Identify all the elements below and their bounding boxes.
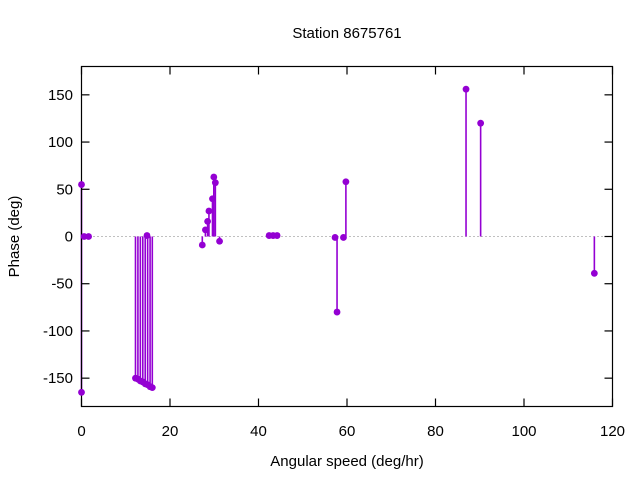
data-point-marker — [333, 308, 341, 316]
tick-label-layer: 0 20 40 60 80 100 120 -150 -100 -50 0 50 100 150 — [43, 87, 625, 440]
x-tick-label: 120 — [600, 423, 625, 440]
plot-border — [80, 65, 614, 408]
x-tick-label: 20 — [162, 423, 179, 440]
chart-title: Station 8675761 — [292, 25, 401, 42]
data-point-marker — [273, 232, 281, 239]
markers-layer — [78, 85, 598, 396]
data-point-marker — [78, 181, 85, 188]
data-point-marker — [331, 234, 339, 241]
x-tick-label: 80 — [427, 423, 444, 440]
x-tick-label: 0 — [77, 423, 85, 440]
data-point-marker — [143, 232, 151, 239]
data-point-marker — [148, 384, 156, 392]
data-point-marker — [209, 195, 216, 203]
data-point-marker — [202, 226, 209, 234]
x-tick-label: 60 — [339, 423, 356, 440]
data-point-marker — [211, 179, 219, 187]
data-point-marker — [340, 234, 347, 241]
data-point-marker — [477, 119, 485, 127]
y-tick-label: 100 — [48, 134, 73, 151]
data-point-marker — [216, 237, 223, 245]
y-tick-label: 50 — [56, 181, 73, 198]
y-axis-label: Phase (deg) — [6, 196, 23, 278]
y-tick-label: -50 — [51, 276, 73, 293]
data-point-marker — [78, 388, 85, 396]
frame-layer — [80, 65, 614, 408]
data-point-marker — [342, 178, 350, 186]
x-tick-label: 100 — [511, 423, 536, 440]
y-tick-label: -100 — [43, 323, 73, 340]
data-point-marker — [205, 207, 213, 215]
data-point-marker — [462, 85, 470, 93]
y-tick-label: -150 — [43, 370, 73, 387]
y-tick-label: 150 — [48, 87, 73, 104]
data-point-marker — [85, 233, 92, 240]
x-axis-label: Angular speed (deg/hr) — [270, 453, 423, 470]
y-tick-label: 0 — [65, 229, 73, 246]
x-tick-label: 40 — [250, 423, 267, 440]
data-point-marker — [590, 269, 598, 277]
data-point-marker — [204, 217, 212, 225]
data-point-marker — [198, 241, 206, 249]
data-point-marker — [210, 173, 218, 181]
stems-layer — [80, 89, 596, 393]
